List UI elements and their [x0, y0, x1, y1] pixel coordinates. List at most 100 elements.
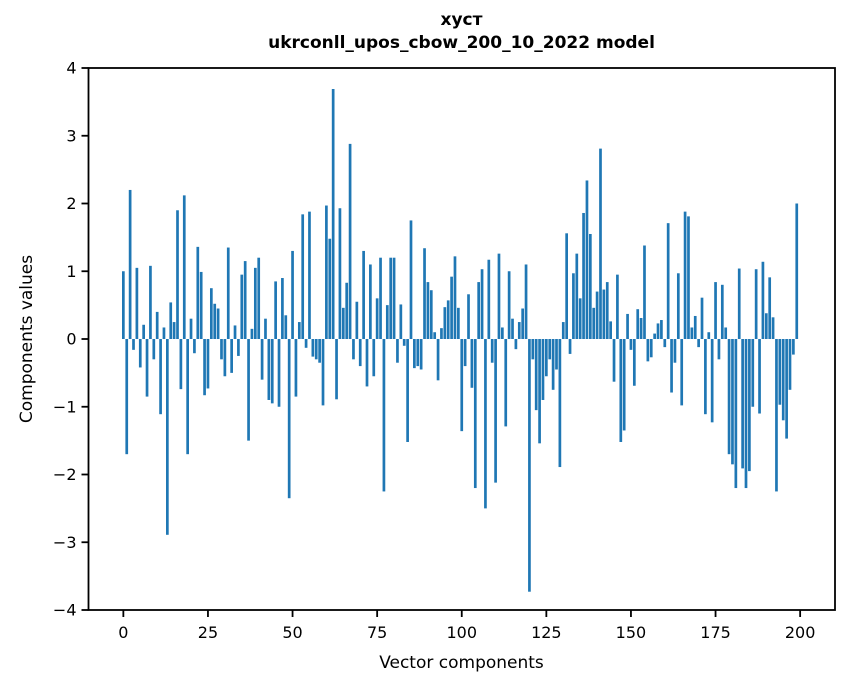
bar: [138, 339, 142, 368]
bar: [612, 339, 616, 382]
bar: [358, 339, 362, 367]
bar: [257, 257, 261, 339]
bar: [751, 339, 755, 407]
y-tick-label: −3: [53, 533, 77, 552]
bar: [176, 210, 179, 339]
chart-subtitle: ukrconll_upos_cbow_200_10_2022 model: [268, 33, 655, 53]
bar: [741, 339, 744, 469]
bar: [561, 322, 565, 339]
x-tick-label: 125: [531, 623, 562, 642]
bar: [660, 320, 663, 339]
bar: [260, 339, 264, 380]
bar: [470, 339, 474, 388]
bar: [446, 300, 450, 339]
bar: [348, 143, 352, 339]
bar: [341, 307, 345, 339]
bar: [182, 195, 186, 339]
bar: [291, 250, 294, 339]
bar: [663, 339, 667, 348]
bar: [687, 216, 690, 339]
bar: [555, 339, 558, 370]
bar: [595, 291, 599, 339]
bar: [426, 282, 430, 339]
bar: [568, 339, 572, 354]
bar: [345, 282, 349, 339]
x-axis-label: Vector components: [379, 653, 544, 673]
x-tick-label: 100: [446, 623, 477, 642]
bar: [514, 339, 518, 350]
bar: [720, 284, 724, 339]
bar: [166, 339, 169, 535]
bar: [270, 339, 274, 404]
bar: [582, 212, 585, 339]
bar: [250, 328, 254, 339]
bar: [548, 339, 552, 360]
bar: [328, 238, 332, 339]
bar: [680, 339, 684, 406]
bar: [243, 261, 247, 339]
x-tick-label: 175: [700, 623, 731, 642]
bar: [572, 273, 575, 339]
bar: [778, 339, 782, 405]
bar: [670, 339, 673, 393]
bar: [325, 205, 328, 339]
bar: [416, 339, 420, 367]
bar: [507, 271, 511, 339]
bar: [199, 271, 203, 339]
bar: [771, 317, 775, 339]
bar: [152, 339, 156, 360]
bar: [484, 339, 487, 509]
bar: [710, 339, 714, 423]
bar: [389, 257, 393, 339]
bar: [480, 269, 484, 339]
bar: [267, 339, 271, 400]
bar: [690, 327, 694, 339]
bar: [233, 325, 237, 339]
bar: [619, 339, 623, 442]
bar: [172, 322, 176, 339]
bar: [524, 264, 528, 339]
bar: [700, 297, 704, 339]
bar: [494, 339, 497, 483]
bar: [792, 339, 795, 355]
bar: [406, 339, 409, 442]
bar: [497, 253, 501, 339]
bar: [453, 256, 457, 339]
bar: [226, 247, 230, 339]
y-tick-label: 3: [66, 126, 76, 145]
bar: [785, 339, 788, 439]
bar: [704, 339, 707, 415]
bar: [186, 339, 189, 455]
bar: [429, 290, 433, 339]
bar: [558, 339, 562, 468]
bar: [142, 324, 146, 339]
bar: [375, 298, 379, 339]
bar: [737, 268, 741, 339]
bar: [179, 339, 183, 390]
bar: [585, 180, 589, 339]
y-tick-label: −2: [53, 465, 77, 484]
bar: [277, 339, 281, 407]
bar: [714, 282, 717, 339]
x-tick-label: 0: [118, 623, 128, 642]
bar: [297, 322, 301, 339]
bar: [206, 339, 210, 389]
bar: [754, 269, 758, 339]
bar: [365, 339, 369, 387]
y-tick-label: 2: [66, 194, 76, 213]
bar: [467, 294, 470, 339]
bar: [731, 339, 734, 465]
bar: [490, 339, 494, 363]
bar: [649, 339, 653, 358]
bar: [761, 261, 765, 339]
bar: [352, 339, 355, 360]
bar: [209, 288, 213, 339]
bar: [646, 339, 650, 362]
bar: [355, 301, 359, 339]
bar: [203, 339, 206, 396]
bar: [122, 271, 125, 339]
bar: [419, 339, 423, 370]
bar: [443, 307, 447, 339]
bar: [132, 339, 135, 350]
